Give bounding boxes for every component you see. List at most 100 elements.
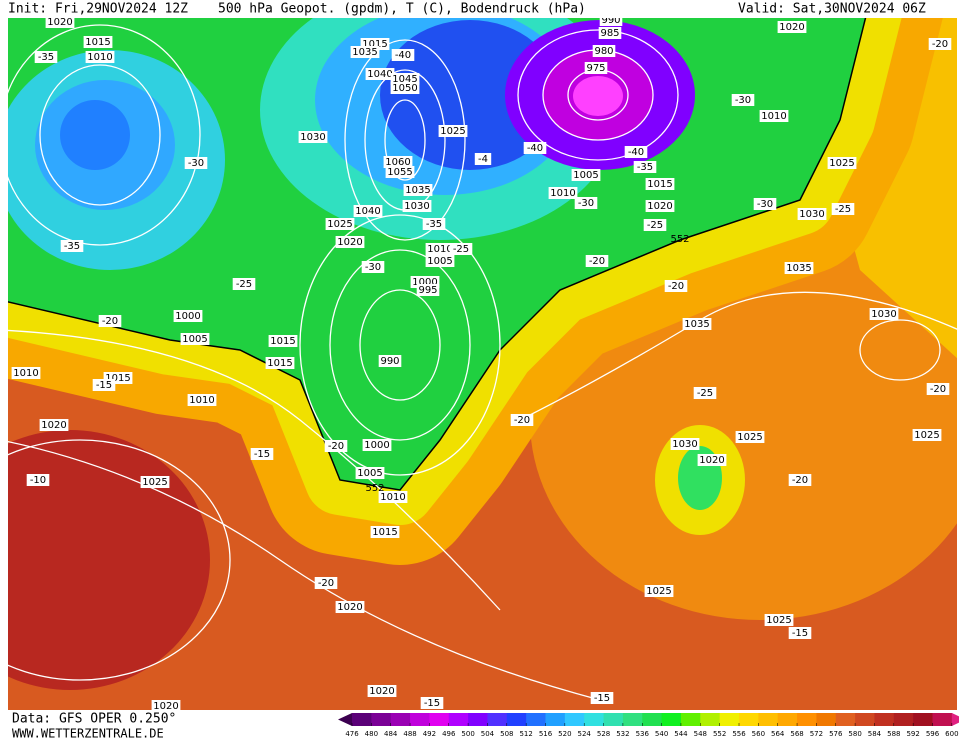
colorbar-tick-label: 484 <box>384 730 398 738</box>
isobar <box>8 329 501 611</box>
isobar-label-box <box>335 601 365 613</box>
isobar-label-box <box>378 491 408 503</box>
colorbar-tick-label: 532 <box>616 730 629 738</box>
isobar-label: 1025 <box>737 432 762 443</box>
colorbar-segment <box>893 713 914 726</box>
colorbar-segment <box>661 713 682 726</box>
colorbar-segment <box>622 713 643 726</box>
colorbar-tick-label: 512 <box>519 730 532 738</box>
temperature-label-box <box>590 692 614 704</box>
colorbar-tick-label: 528 <box>597 730 610 738</box>
colorbar-tick-label: 556 <box>732 730 746 738</box>
isobar-label-box <box>265 357 295 369</box>
isobar-label: 1020 <box>153 701 178 712</box>
temperature-label-box <box>624 146 648 158</box>
isobar <box>8 24 201 246</box>
isobar-label-box <box>644 585 674 597</box>
isobar-label: 1010 <box>13 368 38 379</box>
temperature-label: -35 <box>38 52 54 63</box>
isobar-label: 1000 <box>412 277 437 288</box>
isobar-label: 980 <box>594 46 613 57</box>
temperature-label-box <box>928 38 952 50</box>
isobar-label: 1015 <box>270 336 295 347</box>
isobar-label-box <box>390 82 420 94</box>
colorbar-tick-label: 500 <box>461 730 474 738</box>
isobar-label-box <box>670 438 700 450</box>
isobar-label: 1000 <box>364 440 389 451</box>
temperature-label-box <box>585 255 609 267</box>
colorbar-segment <box>390 713 411 726</box>
isobar-label: 985 <box>600 28 619 39</box>
isobar-label-box <box>797 208 827 220</box>
isobar-label: 1010 <box>761 111 786 122</box>
colorbar-segment <box>913 713 933 726</box>
colorbar-tick-label: 588 <box>887 730 900 738</box>
colorbar-segment <box>429 713 450 726</box>
colorbar-segment <box>410 713 430 726</box>
valid-time: Valid: Sat,30NOV2024 06Z <box>738 2 926 17</box>
isobar-label-box <box>325 218 355 230</box>
colorbar-tick-label: 548 <box>694 730 707 738</box>
colorbar-segment <box>680 713 701 726</box>
colorbar: 476 480 484 488 492 496 500 504 508 512 516 520 524 5… <box>338 713 959 738</box>
colorbar-tick-label: 552 <box>713 730 726 738</box>
temperature-label: -40 <box>628 147 644 158</box>
temperature-label-box <box>361 261 385 273</box>
temperature-label: -20 <box>514 415 530 426</box>
temperature-label-box <box>926 383 950 395</box>
isobar-label-box <box>370 526 400 538</box>
colorbar-tick-label: 584 <box>868 730 882 738</box>
isobar-label-box <box>383 156 413 168</box>
colorbar-tick-label: 524 <box>578 730 592 738</box>
temperature-label: -30 <box>365 262 381 273</box>
isobar-label: 1060 <box>385 157 410 168</box>
isobar-label: 1020 <box>647 201 672 212</box>
colorbar-segment <box>758 713 779 726</box>
isobar-label: 1015 <box>362 39 387 50</box>
colorbar-segment <box>719 713 740 726</box>
isobar-label-box <box>83 36 113 48</box>
colorbar-tick-label: 580 <box>848 730 861 738</box>
isobar <box>8 439 231 681</box>
temperature-label: -25 <box>835 204 851 215</box>
isobar-label: 1020 <box>337 237 362 248</box>
isobar-label-box <box>378 355 402 367</box>
isobar-label-box <box>599 18 623 26</box>
temperature-label: -25 <box>697 388 713 399</box>
isobar-label: 1020 <box>41 420 66 431</box>
isobar-label-box <box>697 454 727 466</box>
isobar-label: 1010 <box>87 52 112 63</box>
isobar <box>859 319 941 381</box>
isobar-label: 1025 <box>766 615 791 626</box>
temperature-label: -15 <box>792 628 808 639</box>
isobar-label: 1025 <box>327 219 352 230</box>
isobar-label: 1055 <box>387 167 412 178</box>
isobar-label: 1015 <box>85 37 110 48</box>
temperature-label: -20 <box>792 475 808 486</box>
isobar-label-box <box>571 169 601 181</box>
isobar-label: 1010 <box>189 395 214 406</box>
isobar-label-box <box>592 45 616 57</box>
isobar-label-box <box>187 394 217 406</box>
colorbar-tick-label: 572 <box>810 730 823 738</box>
field <box>60 100 130 170</box>
isobar-label: 990 <box>601 15 620 26</box>
temperature-label-box <box>98 315 122 327</box>
colorbar-tick-label: 480 <box>365 730 378 738</box>
temperature-label-box <box>232 278 256 290</box>
temperature-label: -20 <box>318 578 334 589</box>
temperature-label: -20 <box>328 441 344 452</box>
temperature-label: -30 <box>578 198 594 209</box>
isobar-label-box <box>298 131 328 143</box>
temperature-label: -30 <box>757 199 773 210</box>
temperature-label-box <box>422 218 446 230</box>
isobar-label-box <box>85 51 115 63</box>
colorbar-segment <box>797 713 817 726</box>
isobar-label: 1025 <box>142 477 167 488</box>
isobar <box>344 39 466 241</box>
isobar <box>517 29 679 161</box>
temperature-label: -15 <box>96 380 112 391</box>
colorbar-segment <box>338 713 352 726</box>
temperature-label-box <box>449 243 473 255</box>
temperature-label: -20 <box>589 256 605 267</box>
